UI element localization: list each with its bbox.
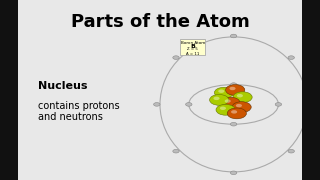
Circle shape xyxy=(225,99,231,103)
Circle shape xyxy=(229,87,236,90)
Circle shape xyxy=(220,107,226,110)
Circle shape xyxy=(230,83,237,86)
Circle shape xyxy=(221,97,240,108)
Text: Parts of the Atom: Parts of the Atom xyxy=(71,13,249,31)
Circle shape xyxy=(230,34,237,38)
Text: Z = 5
A = 11: Z = 5 A = 11 xyxy=(186,47,199,56)
Circle shape xyxy=(214,87,234,98)
Circle shape xyxy=(154,103,160,106)
Circle shape xyxy=(218,89,224,93)
Circle shape xyxy=(233,92,252,103)
Text: Nucleus: Nucleus xyxy=(38,81,88,91)
Circle shape xyxy=(213,97,220,100)
Circle shape xyxy=(231,110,237,114)
Text: contains protons
and neutrons: contains protons and neutrons xyxy=(38,101,120,122)
Circle shape xyxy=(288,56,294,59)
Circle shape xyxy=(216,104,235,115)
Circle shape xyxy=(173,149,179,153)
Circle shape xyxy=(186,103,192,106)
Circle shape xyxy=(275,103,282,106)
FancyBboxPatch shape xyxy=(180,39,205,55)
Circle shape xyxy=(237,94,243,97)
Text: Boron Atom: Boron Atom xyxy=(180,41,205,45)
Bar xyxy=(0,0,18,180)
Bar xyxy=(18,0,302,180)
Circle shape xyxy=(210,94,229,105)
Circle shape xyxy=(226,85,245,95)
Circle shape xyxy=(230,171,237,175)
Text: B: B xyxy=(190,44,195,50)
Circle shape xyxy=(230,122,237,126)
Circle shape xyxy=(173,56,179,59)
Circle shape xyxy=(236,104,242,107)
Circle shape xyxy=(232,102,251,112)
Circle shape xyxy=(227,108,246,119)
Circle shape xyxy=(307,103,314,106)
Circle shape xyxy=(288,149,294,153)
Bar xyxy=(302,0,320,180)
